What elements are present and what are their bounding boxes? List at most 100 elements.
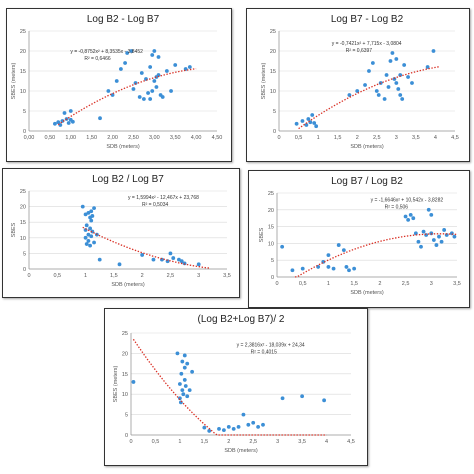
data-point xyxy=(390,51,395,55)
data-point xyxy=(431,49,436,53)
x-tick-label: 0,5 xyxy=(299,281,307,287)
x-tick-label: 4,5 xyxy=(451,135,459,141)
data-point xyxy=(374,89,379,93)
trendline xyxy=(57,68,197,126)
chart-title: Log B7 / Log B2 xyxy=(331,176,403,187)
y-tick-label: 0 xyxy=(23,129,26,135)
y-tick-label: 25 xyxy=(122,331,128,337)
data-point xyxy=(154,85,159,89)
data-point xyxy=(410,81,414,85)
y-tick-label: 10 xyxy=(270,89,276,95)
data-point xyxy=(179,371,184,376)
y-axis-label: SBES (meters) xyxy=(113,366,119,403)
x-tick-label: 3,00 xyxy=(149,135,160,141)
trend-equation: R² = 0,506 xyxy=(385,204,409,210)
x-tick-label: 1 xyxy=(317,135,320,141)
x-tick-label: 0 xyxy=(27,273,30,279)
data-point xyxy=(137,95,142,99)
data-point xyxy=(241,412,246,417)
chart-panel-3: 0 5 10 15 20 25 0 0,5 1 1,5 2 2,5 3 3,5 Log B2 / Log B… xyxy=(2,168,240,298)
data-point xyxy=(123,61,127,65)
data-point xyxy=(439,239,444,244)
trend-equation: R² = 0,6466 xyxy=(84,56,110,62)
x-tick-label: 2,5 xyxy=(373,135,381,141)
data-point xyxy=(207,429,212,433)
data-point xyxy=(406,217,411,222)
data-point xyxy=(304,123,309,127)
data-point xyxy=(89,218,94,223)
data-point xyxy=(384,73,389,77)
chart-svg: 0 5 10 15 20 25 0 0,5 1 1,5 2 2,5 3 3,5 Log B2 / Log B… xyxy=(11,174,231,288)
x-tick-label: 1,5 xyxy=(201,439,209,445)
x-tick-label: 2 xyxy=(378,281,381,287)
data-point xyxy=(86,232,91,237)
y-tick-label: 25 xyxy=(20,29,26,35)
x-tick-label: 2,5 xyxy=(402,281,410,287)
chart-panel-5: 0 5 10 15 20 25 0 0,5 1 1,5 2 2,5 3 3,5 4 4,5 (Log B2+Lo… xyxy=(104,308,368,466)
data-point xyxy=(164,69,169,73)
data-point xyxy=(131,87,136,91)
data-point xyxy=(110,93,115,97)
data-point xyxy=(89,209,94,214)
data-point xyxy=(236,424,241,429)
data-point xyxy=(341,248,346,253)
data-point xyxy=(171,256,176,260)
trendline xyxy=(294,233,458,278)
data-point xyxy=(129,49,134,53)
data-point xyxy=(280,244,285,249)
x-tick-label: 2 xyxy=(356,135,359,141)
data-point xyxy=(160,95,165,99)
chart-svg: 0 5 10 15 20 25 0,00 0,50 1,00 1,50 2,00 2,50 3,00 3,… xyxy=(11,14,222,150)
x-tick-label: 2 xyxy=(227,439,230,445)
data-point xyxy=(394,81,399,85)
data-point xyxy=(175,351,180,356)
data-point xyxy=(182,261,187,266)
y-tick-label: 20 xyxy=(122,351,128,357)
x-tick-label: 4,5 xyxy=(347,439,355,445)
data-point xyxy=(326,265,331,269)
data-point xyxy=(152,79,157,83)
y-tick-label: 20 xyxy=(20,49,26,55)
x-tick-label: 1 xyxy=(327,281,330,287)
data-point xyxy=(421,229,426,234)
y-axis-label: SBES xyxy=(11,222,17,237)
data-point xyxy=(150,53,155,57)
x-tick-label: 0 xyxy=(275,281,278,287)
data-point xyxy=(312,121,317,125)
y-tick-label: 15 xyxy=(270,69,276,75)
data-point xyxy=(185,361,190,366)
data-point xyxy=(86,210,91,215)
x-tick-label: 1 xyxy=(84,273,87,279)
data-point xyxy=(217,426,221,431)
chart-svg: 0 5 10 15 20 25 0 0,5 1 1,5 2 2,5 3 3,5 4 4,5 (Log B2+Lo… xyxy=(113,314,355,454)
y-tick-label: 5 xyxy=(125,413,128,419)
data-point xyxy=(231,426,236,431)
data-point xyxy=(53,121,57,126)
y-tick-label: 15 xyxy=(20,69,26,75)
data-point xyxy=(88,226,92,231)
data-point xyxy=(426,207,431,212)
x-tick-label: 3 xyxy=(395,135,398,141)
x-axis-label: SDB (meters) xyxy=(350,290,383,296)
data-point xyxy=(196,262,201,267)
data-point xyxy=(119,67,123,71)
y-tick-label: 10 xyxy=(268,241,274,247)
x-axis-label: SDB (meters) xyxy=(106,144,139,150)
data-point xyxy=(434,243,439,247)
data-point xyxy=(398,93,403,97)
data-point xyxy=(347,268,351,273)
x-tick-label: 4 xyxy=(434,135,437,141)
data-point xyxy=(90,229,95,234)
y-tick-label: 0 xyxy=(271,275,274,281)
data-point xyxy=(403,214,408,219)
chart-panel-1: 0 5 10 15 20 25 0,00 0,50 1,00 1,50 2,00 2,50 3,00 3,… xyxy=(6,8,232,162)
x-tick-label: 1,5 xyxy=(334,135,342,141)
y-tick-label: 10 xyxy=(122,392,128,398)
trendline xyxy=(82,226,211,269)
x-tick-label: 3,5 xyxy=(453,281,461,287)
x-axis-label: SDB (meters) xyxy=(224,448,257,454)
data-point xyxy=(84,242,89,246)
data-point xyxy=(173,63,178,67)
data-point xyxy=(202,425,207,430)
data-point xyxy=(355,89,360,93)
